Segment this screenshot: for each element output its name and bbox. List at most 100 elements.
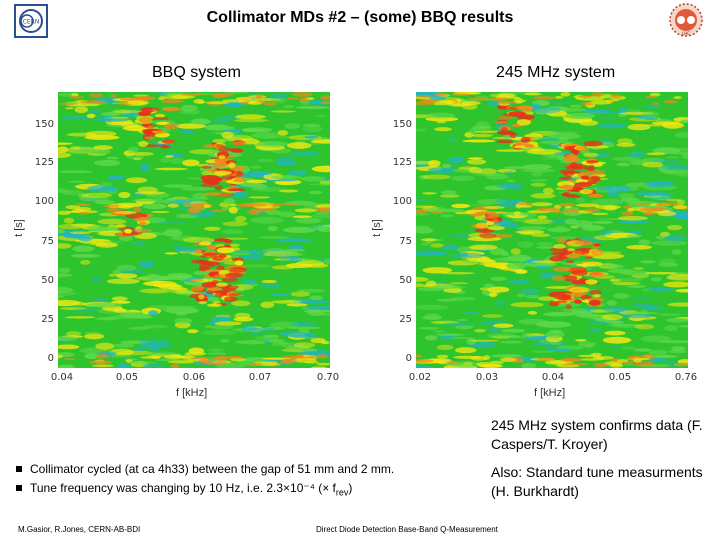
spectrogram-streak [680, 119, 690, 124]
spectrogram-streak [234, 312, 251, 319]
spectrogram-edge-streak [282, 358, 297, 363]
spectrogram-streak [132, 242, 147, 246]
spectrogram-streak [230, 191, 248, 198]
spectrogram-streak [70, 254, 100, 258]
spectrogram-hot-spot [124, 228, 133, 234]
spectrogram-hot-spot [563, 171, 575, 176]
spectrogram-hot-spot [139, 221, 147, 226]
spectrogram-streak [413, 225, 431, 229]
spectrogram-streak [162, 229, 183, 237]
svg-text:LHC: LHC [682, 31, 690, 36]
spectrogram-edge-streak [517, 202, 534, 206]
spectrogram-streak [663, 234, 686, 242]
spectrogram-streak [112, 269, 122, 275]
spectrogram-streak [223, 198, 235, 205]
spectrogram-streak [425, 313, 441, 316]
spectrogram-streak [500, 328, 525, 333]
spectrogram-hot-spot [475, 222, 489, 229]
spectrogram-streak [604, 185, 632, 193]
spectrogram-streak [530, 182, 547, 187]
spectrogram-edge-streak [446, 361, 460, 365]
spectrogram-streak [212, 316, 233, 323]
spectrogram-streak [413, 304, 449, 310]
spectrogram-edge-streak [558, 202, 576, 207]
spectrogram-hot-spot [590, 175, 601, 181]
y-tick: 0 [405, 353, 412, 364]
spectrogram-edge-streak [76, 202, 86, 206]
spectrogram-streak [86, 113, 96, 119]
spectrogram-edge-streak [562, 358, 579, 362]
spectrogram-streak [286, 303, 308, 307]
spectrogram-hot-spot [556, 237, 567, 244]
spectrogram-hot-spot [577, 278, 587, 284]
spectrogram-streak [497, 183, 525, 190]
spectrogram-streak [62, 189, 84, 196]
spectrogram-hot-spot [513, 145, 527, 149]
spectrogram-streak [143, 203, 168, 210]
y-axis-label: t [s] [370, 219, 383, 237]
spectrogram-streak [449, 296, 477, 301]
spectrogram-streak [472, 133, 493, 138]
spectrogram-edge-streak [133, 207, 142, 213]
spectrogram-streak [421, 192, 437, 195]
y-tick: 150 [392, 119, 412, 130]
spectrogram-edge-streak [183, 202, 191, 207]
spectrogram-hot-spot [162, 139, 175, 144]
spectrogram-streak [658, 340, 694, 344]
spectrogram-hot-spot [592, 294, 601, 298]
spectrogram-streak [284, 123, 301, 129]
spectrogram-hot-spot [205, 290, 215, 295]
spectrogram-streak [203, 226, 221, 231]
spectrogram-streak [659, 258, 676, 264]
spectrogram-streak [414, 128, 427, 132]
spectrogram-streak [617, 138, 633, 145]
spectrogram-streak [154, 113, 166, 118]
spectrogram-edge-streak [235, 97, 253, 101]
spectrogram-streak [445, 160, 466, 164]
spectrogram-streak [489, 326, 500, 333]
spectrogram-hot-spot [501, 126, 508, 134]
spectrogram-edge-streak [55, 102, 78, 105]
spectrogram-streak [173, 245, 186, 250]
spectrogram-streak [298, 328, 310, 334]
spectrogram-hot-spot [581, 262, 589, 268]
spectrogram-streak [462, 139, 496, 143]
spectrogram-streak [152, 198, 165, 204]
spectrogram-streak [207, 348, 224, 352]
spectrogram-edge-streak [230, 358, 246, 362]
spectrogram-streak [458, 166, 479, 170]
spectrogram-hot-spot [593, 162, 603, 167]
spectrogram-streak [598, 122, 627, 129]
spectrogram-edge-streak [436, 354, 449, 359]
spectrogram-streak [250, 333, 264, 336]
spectrogram-edge-streak [621, 211, 634, 216]
spectrogram-streak [664, 325, 678, 332]
spectrogram-hot-spot [234, 260, 244, 266]
spectrogram-hot-spot [138, 140, 148, 147]
spectrogram-streak [134, 191, 166, 195]
spectrogram-streak [55, 344, 80, 350]
spectrogram-streak [235, 340, 268, 345]
spectrogram-hot-spot [571, 270, 588, 276]
spectrogram-streak [620, 197, 639, 203]
spectrogram-streak [625, 230, 645, 234]
spectrogram-streak [167, 360, 199, 364]
spectrogram-streak [470, 204, 491, 207]
spectrogram-streak [108, 273, 119, 277]
spectrogram-hot-spot [524, 145, 536, 148]
spectrogram-edge-streak [77, 211, 90, 215]
spectrogram-edge-streak [274, 203, 298, 206]
spectrogram-streak [234, 215, 247, 222]
spectrogram-streak [113, 110, 143, 114]
spectrogram-hot-spot [134, 228, 153, 233]
spectrogram-streak [175, 123, 206, 129]
spectrogram-streak [148, 344, 161, 352]
spectrogram-streak [469, 339, 500, 342]
spectrogram-edge-streak [63, 358, 75, 360]
spectrogram-streak [111, 109, 131, 115]
spectrogram-edge-streak [594, 204, 621, 210]
spectrogram-streak [315, 114, 326, 118]
slide-title: Collimator MDs #2 – (some) BBQ results [206, 9, 514, 26]
spectrogram-streak [81, 192, 112, 198]
spectrogram-streak [275, 180, 291, 186]
